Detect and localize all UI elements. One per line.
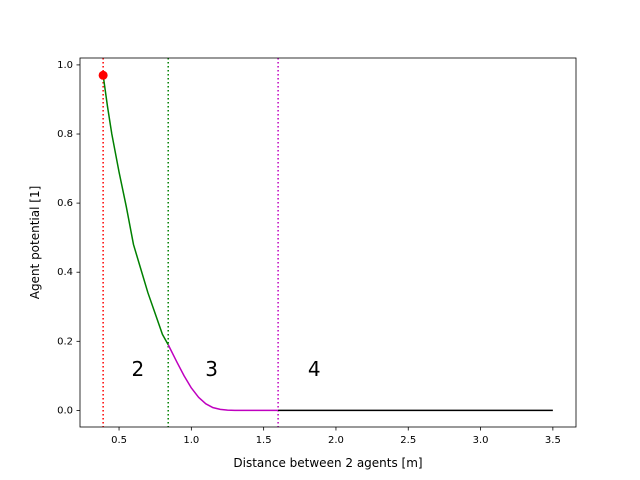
y-tick-label-0: 0.0: [57, 405, 73, 416]
x-tick-label-1: 1.0: [183, 435, 199, 446]
y-tick-label-2: 0.4: [57, 267, 73, 278]
x-tick-label-6: 3.5: [545, 435, 561, 446]
plot-area: 2 3 4: [98, 58, 553, 427]
x-axis-label: Distance between 2 agents [m]: [233, 456, 422, 470]
series-line-0: [102, 75, 169, 346]
x-tick-label-0: 0.5: [111, 435, 127, 446]
series-line-1: [167, 344, 279, 412]
y-axis-label: Agent potential [1]: [28, 186, 42, 300]
y-tick-label-1: 0.2: [57, 336, 73, 347]
region-label-1: 3: [205, 357, 218, 381]
x-tick-label-5: 3.0: [473, 435, 489, 446]
y-tick-label-3: 0.6: [57, 198, 73, 209]
y-axis-ticks: 0.0 0.2 0.4 0.6 0.8 1.0: [57, 60, 80, 416]
region-label-0: 2: [131, 357, 144, 381]
axes-frame: [79, 57, 577, 428]
region-label-2: 4: [308, 357, 321, 381]
x-tick-label-2: 1.5: [256, 435, 272, 446]
marker-point: [98, 70, 108, 80]
y-tick-label-4: 0.8: [57, 129, 73, 140]
x-tick-label-4: 2.5: [400, 435, 416, 446]
y-tick-label-5: 1.0: [57, 60, 73, 71]
x-axis-ticks: 0.5 1.0 1.5 2.0 2.5 3.0 3.5: [111, 427, 561, 446]
x-tick-label-3: 2.0: [328, 435, 344, 446]
